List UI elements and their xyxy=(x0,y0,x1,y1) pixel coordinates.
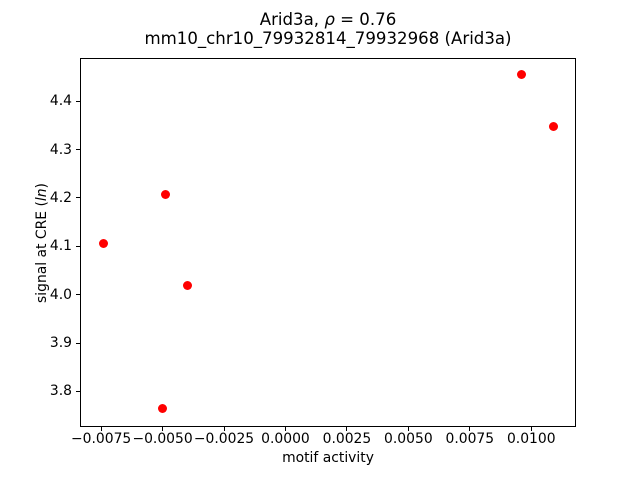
x-tick-label: 0.0025 xyxy=(322,431,372,448)
x-tick-label: −0.0050 xyxy=(132,431,193,448)
x-tick-mark xyxy=(346,427,348,432)
data-point xyxy=(182,281,192,291)
y-tick-label: 3.8 xyxy=(49,383,72,400)
x-axis-label-text: motif activity xyxy=(282,450,374,466)
x-tick-label: 0.0075 xyxy=(445,431,495,448)
y-tick-mark xyxy=(76,245,80,247)
data-point xyxy=(158,404,168,414)
y-tick-label: 4.1 xyxy=(49,238,72,255)
x-tick-mark xyxy=(162,427,164,432)
data-point xyxy=(99,239,109,249)
y-tick-mark xyxy=(76,149,80,151)
y-tick-label: 4.4 xyxy=(49,93,72,110)
axes-frame xyxy=(80,57,576,428)
y-tick-mark xyxy=(76,294,80,296)
rho-symbol: ρ xyxy=(324,10,335,29)
x-tick-label: 0.0000 xyxy=(261,431,310,448)
plot-title: Arid3a, ρ = 0.76 mm10_chr10_79932814_799… xyxy=(80,10,576,48)
y-tick-label: 3.9 xyxy=(49,335,72,352)
x-axis-label: motif activity xyxy=(80,450,576,466)
plot-title-line2: mm10_chr10_79932814_79932968 (Arid3a) xyxy=(144,29,512,48)
x-tick-mark xyxy=(284,427,286,432)
x-tick-label: 0.0100 xyxy=(506,431,556,448)
x-tick-mark xyxy=(223,427,225,432)
data-point xyxy=(516,69,526,79)
y-tick-mark xyxy=(76,100,80,102)
x-tick-mark xyxy=(407,427,409,432)
data-point xyxy=(160,190,170,199)
y-tick-label: 4.0 xyxy=(49,286,72,303)
data-point xyxy=(548,122,558,132)
y-tick-mark xyxy=(76,390,80,392)
title-suffix: = 0.76 xyxy=(334,10,397,29)
x-tick-label: 0.0050 xyxy=(384,431,433,448)
y-tick-mark xyxy=(76,197,80,199)
x-tick-mark xyxy=(469,427,471,432)
y-tick-mark xyxy=(76,342,80,344)
y-axis-label-suffix: ) xyxy=(34,183,50,189)
x-tick-mark xyxy=(100,427,102,432)
x-tick-label: −0.0025 xyxy=(193,431,255,448)
title-prefix: Arid3a, xyxy=(259,10,325,29)
x-tick-label: −0.0075 xyxy=(71,431,132,448)
y-tick-label: 4.2 xyxy=(49,189,72,206)
y-tick-label: 4.3 xyxy=(49,141,72,158)
plot-title-line1: Arid3a, ρ = 0.76 xyxy=(80,10,576,29)
x-tick-mark xyxy=(530,427,532,432)
